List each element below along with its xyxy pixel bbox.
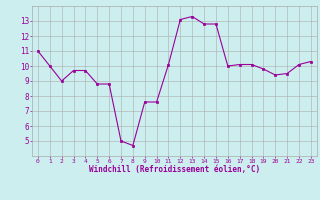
- X-axis label: Windchill (Refroidissement éolien,°C): Windchill (Refroidissement éolien,°C): [89, 165, 260, 174]
